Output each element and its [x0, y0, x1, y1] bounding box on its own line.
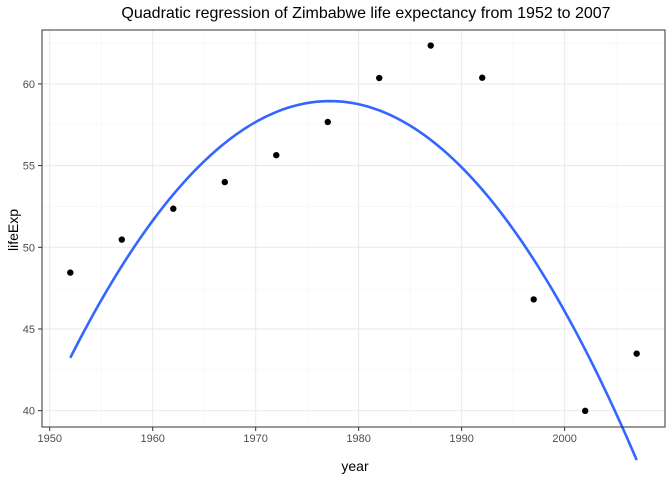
x-axis: 1950 1960 1970 1980 1990 2000	[37, 427, 577, 445]
y-axis: 40 45 50 55 60	[23, 79, 42, 418]
fit-curve-group	[69, 99, 638, 461]
y-tick-label: 50	[23, 242, 35, 254]
data-point	[376, 74, 383, 82]
data-point	[633, 350, 640, 357]
x-tick-label: 1950	[37, 433, 61, 445]
x-tick-label: 1970	[243, 433, 267, 445]
data-point	[67, 269, 74, 276]
y-tick-label: 60	[23, 79, 35, 91]
x-axis-title: year	[341, 458, 369, 474]
y-tick-label: 45	[23, 324, 35, 336]
data-point	[427, 42, 434, 49]
data-point	[273, 151, 280, 159]
grid	[42, 30, 665, 427]
data-point	[581, 407, 589, 415]
x-tick-label: 1960	[140, 433, 164, 445]
fit-curve	[69, 99, 638, 461]
x-tick-label: 1990	[449, 433, 473, 445]
plot-panel	[41, 29, 666, 428]
data-point	[221, 178, 228, 186]
y-axis-title: lifeExp	[5, 209, 21, 251]
chart-title: Quadratic regression of Zimbabwe life ex…	[121, 5, 610, 22]
y-tick-label: 40	[23, 406, 35, 418]
data-point	[324, 118, 331, 126]
x-tick-label: 2000	[552, 433, 576, 445]
y-tick-label: 55	[23, 161, 35, 173]
x-tick-label: 1980	[346, 433, 370, 445]
data-point	[170, 205, 177, 212]
points	[67, 42, 640, 415]
data-point	[479, 74, 486, 81]
data-point	[118, 236, 126, 243]
data-point	[530, 296, 537, 303]
